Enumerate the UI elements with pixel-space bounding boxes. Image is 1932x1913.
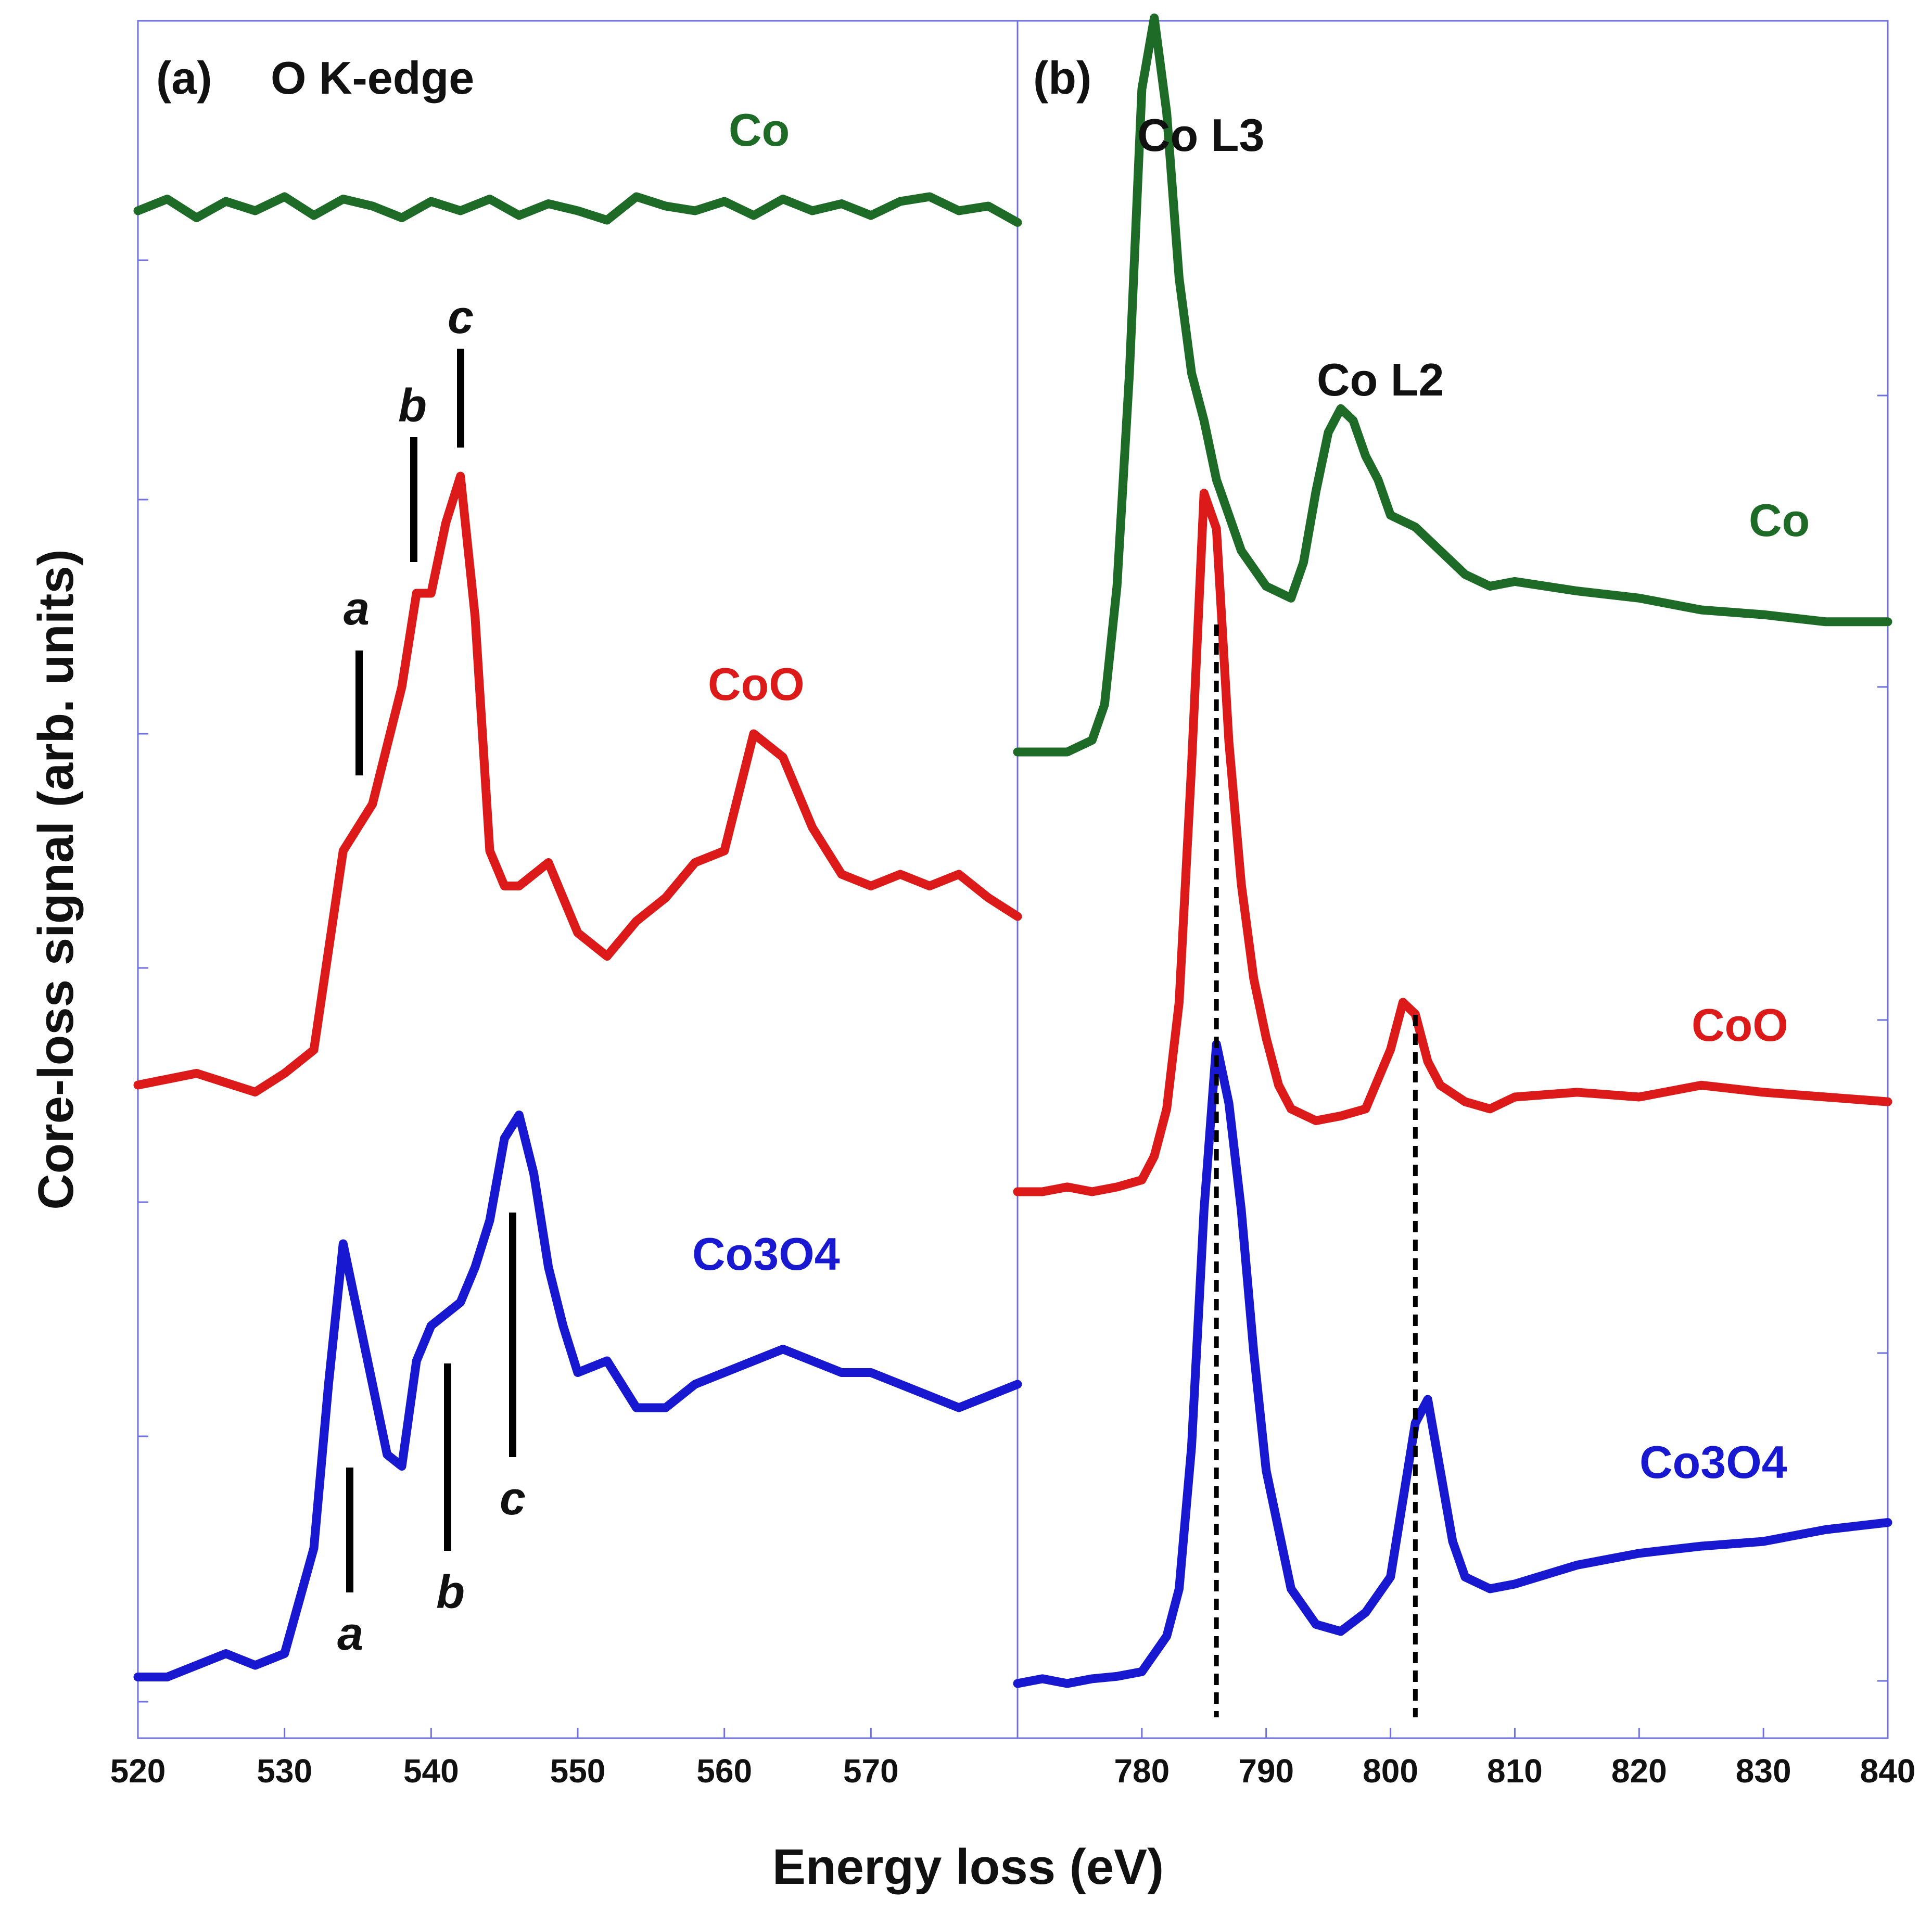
co-l2-label: Co L2: [1317, 354, 1444, 405]
y-ticks: [138, 259, 1888, 1703]
x-tick-label-520: 520: [110, 1752, 166, 1790]
x-tick-label-540: 540: [403, 1752, 459, 1790]
panel-a-coo-trace: [133, 471, 1022, 1096]
coo-marker-a-label: a: [344, 583, 370, 635]
panel-a-co3o4-label: Co3O4: [692, 1228, 840, 1280]
panel-b-co3o4-trace: [1013, 1040, 1892, 1688]
x-tick-label-550: 550: [550, 1752, 606, 1790]
x-tick-label-530: 530: [257, 1752, 312, 1790]
co3o4-marker-b-label: b: [436, 1566, 465, 1618]
panel-a-co-trace: [133, 192, 1022, 227]
panel-b-coo-trace: [1013, 489, 1892, 1196]
panel-b-co-label: Co: [1749, 494, 1810, 546]
panel-a-coo-label: CoO: [708, 658, 805, 710]
co3o4-marker-c-label: c: [500, 1473, 526, 1525]
x-axis-label: Energy loss (eV): [772, 1839, 1164, 1895]
x-tick-label-790: 790: [1238, 1752, 1294, 1790]
x-tick-label-570: 570: [843, 1752, 899, 1790]
coo-marker-b-label: b: [398, 380, 427, 432]
panel-b-co3o4-label: Co3O4: [1639, 1436, 1787, 1488]
y-axis-label: Core-loss signal (arb. units): [28, 549, 84, 1210]
x-tick-label-820: 820: [1611, 1752, 1667, 1790]
panel-b-coo-label: CoO: [1692, 999, 1788, 1051]
panel-a-co-label: Co: [729, 104, 790, 156]
panel-b-x-ticks: 780 790 800 810 820 830 840: [1114, 1728, 1915, 1790]
panel-a-x-ticks: 520 530 540 550 560 570: [110, 1728, 899, 1790]
x-tick-label-810: 810: [1487, 1752, 1543, 1790]
panel-a-title: O K-edge: [271, 52, 474, 104]
panel-b-label: (b): [1033, 52, 1091, 104]
panel-b-frame: [1016, 20, 1889, 1739]
x-tick-label-560: 560: [696, 1752, 752, 1790]
co-l3-label: Co L3: [1137, 109, 1264, 161]
x-tick-label-830: 830: [1736, 1752, 1791, 1790]
panel-a-co3o4-trace: [133, 1111, 1022, 1681]
co3o4-marker-a-label: a: [337, 1608, 363, 1660]
panel-a-label: (a): [156, 52, 212, 104]
panel-b-co-trace: [1013, 14, 1892, 757]
x-tick-label-840: 840: [1860, 1752, 1916, 1790]
x-tick-label-780: 780: [1114, 1752, 1170, 1790]
x-tick-label-800: 800: [1363, 1752, 1418, 1790]
coo-marker-c-label: c: [448, 291, 474, 343]
